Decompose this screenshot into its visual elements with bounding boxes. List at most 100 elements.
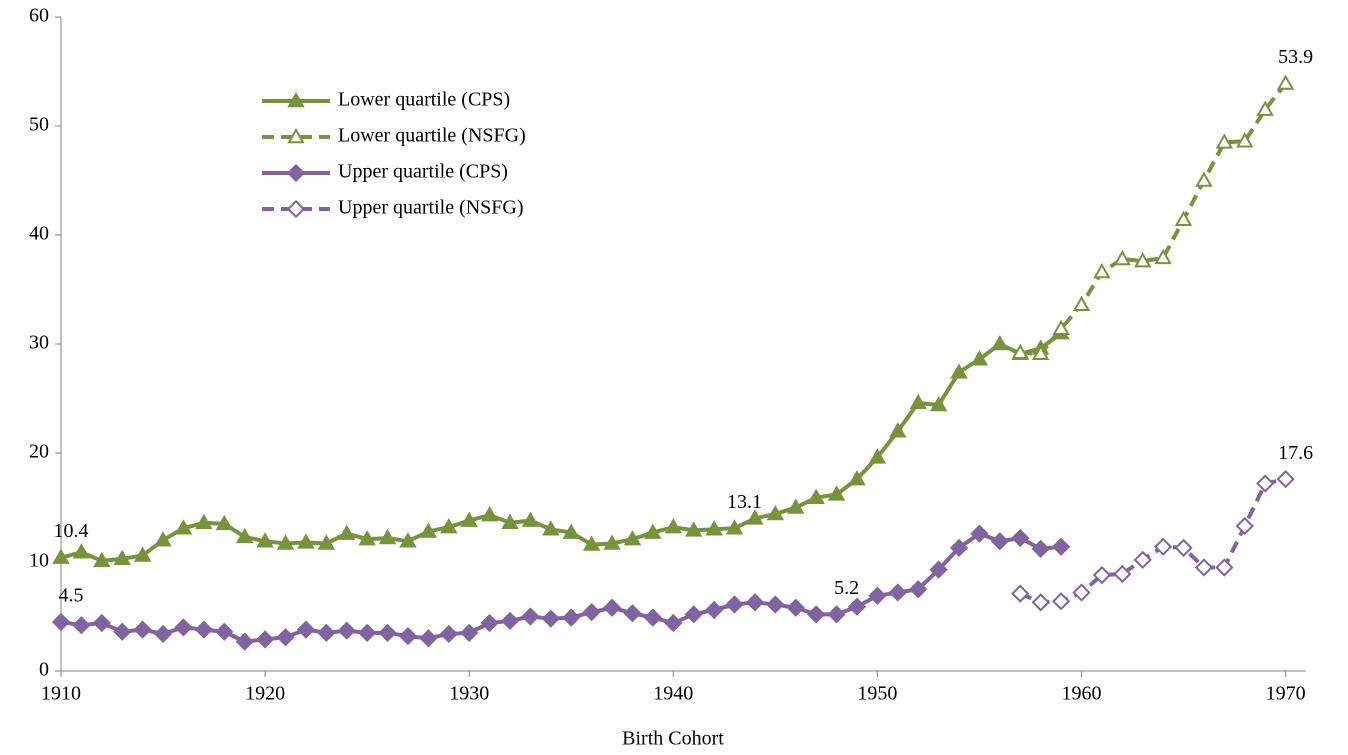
- triangle-marker: [889, 422, 907, 438]
- diamond-marker: [92, 613, 111, 633]
- diamond-marker: [725, 595, 744, 614]
- triangle-marker: [235, 527, 254, 544]
- diamond-marker: [1072, 583, 1091, 602]
- diamond-marker: [1092, 565, 1112, 585]
- x-tick-label: 1920: [245, 683, 285, 705]
- triangle-marker: [276, 534, 295, 550]
- triangle-marker: [1011, 343, 1029, 359]
- triangle-marker: [827, 485, 846, 501]
- triangle-marker: [1174, 210, 1193, 226]
- triangle-marker: [623, 530, 642, 546]
- y-tick-label: 10: [29, 550, 49, 572]
- triangle-marker: [807, 488, 825, 504]
- diamond-marker: [1011, 584, 1030, 603]
- diamond-marker: [174, 618, 193, 637]
- triangle-marker: [338, 524, 356, 540]
- triangle-marker: [480, 506, 499, 522]
- diamond-marker: [888, 583, 907, 602]
- diamond-marker: [480, 613, 499, 633]
- x-tick-label: 1960: [1061, 683, 1101, 705]
- data-label: 17.6: [1278, 442, 1313, 464]
- diamond-marker: [1113, 564, 1132, 584]
- y-tick-label: 40: [29, 223, 49, 245]
- x-tick-label: 1910: [41, 683, 81, 705]
- triangle-marker: [521, 511, 540, 527]
- x-tick-label: 1940: [653, 683, 693, 705]
- series-line: [1020, 82, 1288, 356]
- triangle-marker: [868, 448, 887, 464]
- triangle-marker: [1276, 74, 1295, 90]
- triangle-marker: [419, 522, 438, 538]
- triangle-marker: [399, 532, 417, 548]
- triangle-marker: [72, 543, 91, 559]
- triangle-marker: [113, 549, 131, 565]
- triangle-marker: [664, 518, 683, 534]
- triangle-marker: [725, 519, 744, 535]
- triangle-marker: [287, 127, 305, 144]
- diamond-marker: [1133, 550, 1152, 569]
- diamond-marker: [664, 613, 683, 633]
- data-label: 53.9: [1278, 46, 1313, 68]
- diamond-marker: [133, 620, 152, 639]
- diamond-marker: [602, 598, 622, 617]
- diamond-marker: [1276, 470, 1295, 489]
- triangle-marker: [1195, 171, 1213, 187]
- diamond-marker: [521, 607, 540, 626]
- diamond-marker: [1051, 592, 1071, 611]
- triangle-marker: [1113, 249, 1132, 266]
- triangle-marker: [1072, 295, 1091, 312]
- diamond-marker: [562, 608, 581, 627]
- diamond-marker: [1031, 539, 1050, 559]
- diamond-marker: [72, 616, 91, 635]
- triangle-marker: [287, 91, 305, 108]
- triangle-marker: [1236, 132, 1254, 148]
- legend-label: Lower quartile (CPS): [338, 89, 510, 111]
- diamond-marker: [868, 586, 887, 605]
- triangle-marker: [684, 521, 703, 537]
- triangle-marker: [52, 548, 70, 564]
- diamond-marker: [215, 622, 234, 641]
- diamond-marker: [296, 620, 316, 639]
- diamond-marker: [1031, 593, 1050, 612]
- x-tick-label: 1950: [857, 683, 897, 705]
- diamond-marker: [643, 608, 662, 627]
- triangle-marker: [582, 535, 601, 551]
- diamond-marker: [684, 605, 703, 624]
- triangle-marker: [705, 520, 723, 536]
- triangle-marker: [317, 534, 336, 550]
- diamond-marker: [1194, 558, 1214, 577]
- triangle-marker: [93, 551, 111, 568]
- triangle-marker: [195, 513, 213, 530]
- diamond-marker: [235, 632, 254, 651]
- diamond-marker: [705, 600, 724, 620]
- legend-label: Upper quartile (NSFG): [338, 197, 524, 219]
- diamond-marker: [847, 597, 867, 616]
- diamond-marker: [286, 163, 306, 183]
- diamond-marker: [439, 624, 458, 644]
- triangle-marker: [133, 546, 152, 562]
- triangle-marker: [1133, 252, 1152, 268]
- diamond-marker: [153, 624, 173, 644]
- diamond-marker: [1174, 538, 1193, 557]
- diamond-marker: [419, 629, 438, 648]
- y-tick-label: 50: [29, 114, 49, 136]
- diamond-marker: [286, 199, 306, 219]
- triangle-marker: [562, 523, 580, 539]
- triangle-marker: [378, 529, 397, 545]
- diamond-marker: [276, 628, 295, 647]
- triangle-marker: [644, 523, 662, 539]
- diamond-marker: [1154, 537, 1173, 556]
- x-axis-label: Birth Cohort: [622, 728, 724, 750]
- diamond-marker: [460, 623, 479, 642]
- diamond-marker: [949, 538, 969, 557]
- diamond-marker: [317, 623, 336, 642]
- legend-label: Upper quartile (CPS): [338, 161, 508, 183]
- triangle-marker: [256, 532, 274, 548]
- diamond-marker: [827, 605, 846, 624]
- diamond-marker: [500, 611, 520, 630]
- triangle-marker: [460, 511, 478, 527]
- triangle-marker: [1256, 100, 1274, 116]
- triangle-marker: [746, 509, 764, 525]
- diamond-marker: [337, 621, 356, 640]
- y-tick-label: 30: [29, 332, 49, 354]
